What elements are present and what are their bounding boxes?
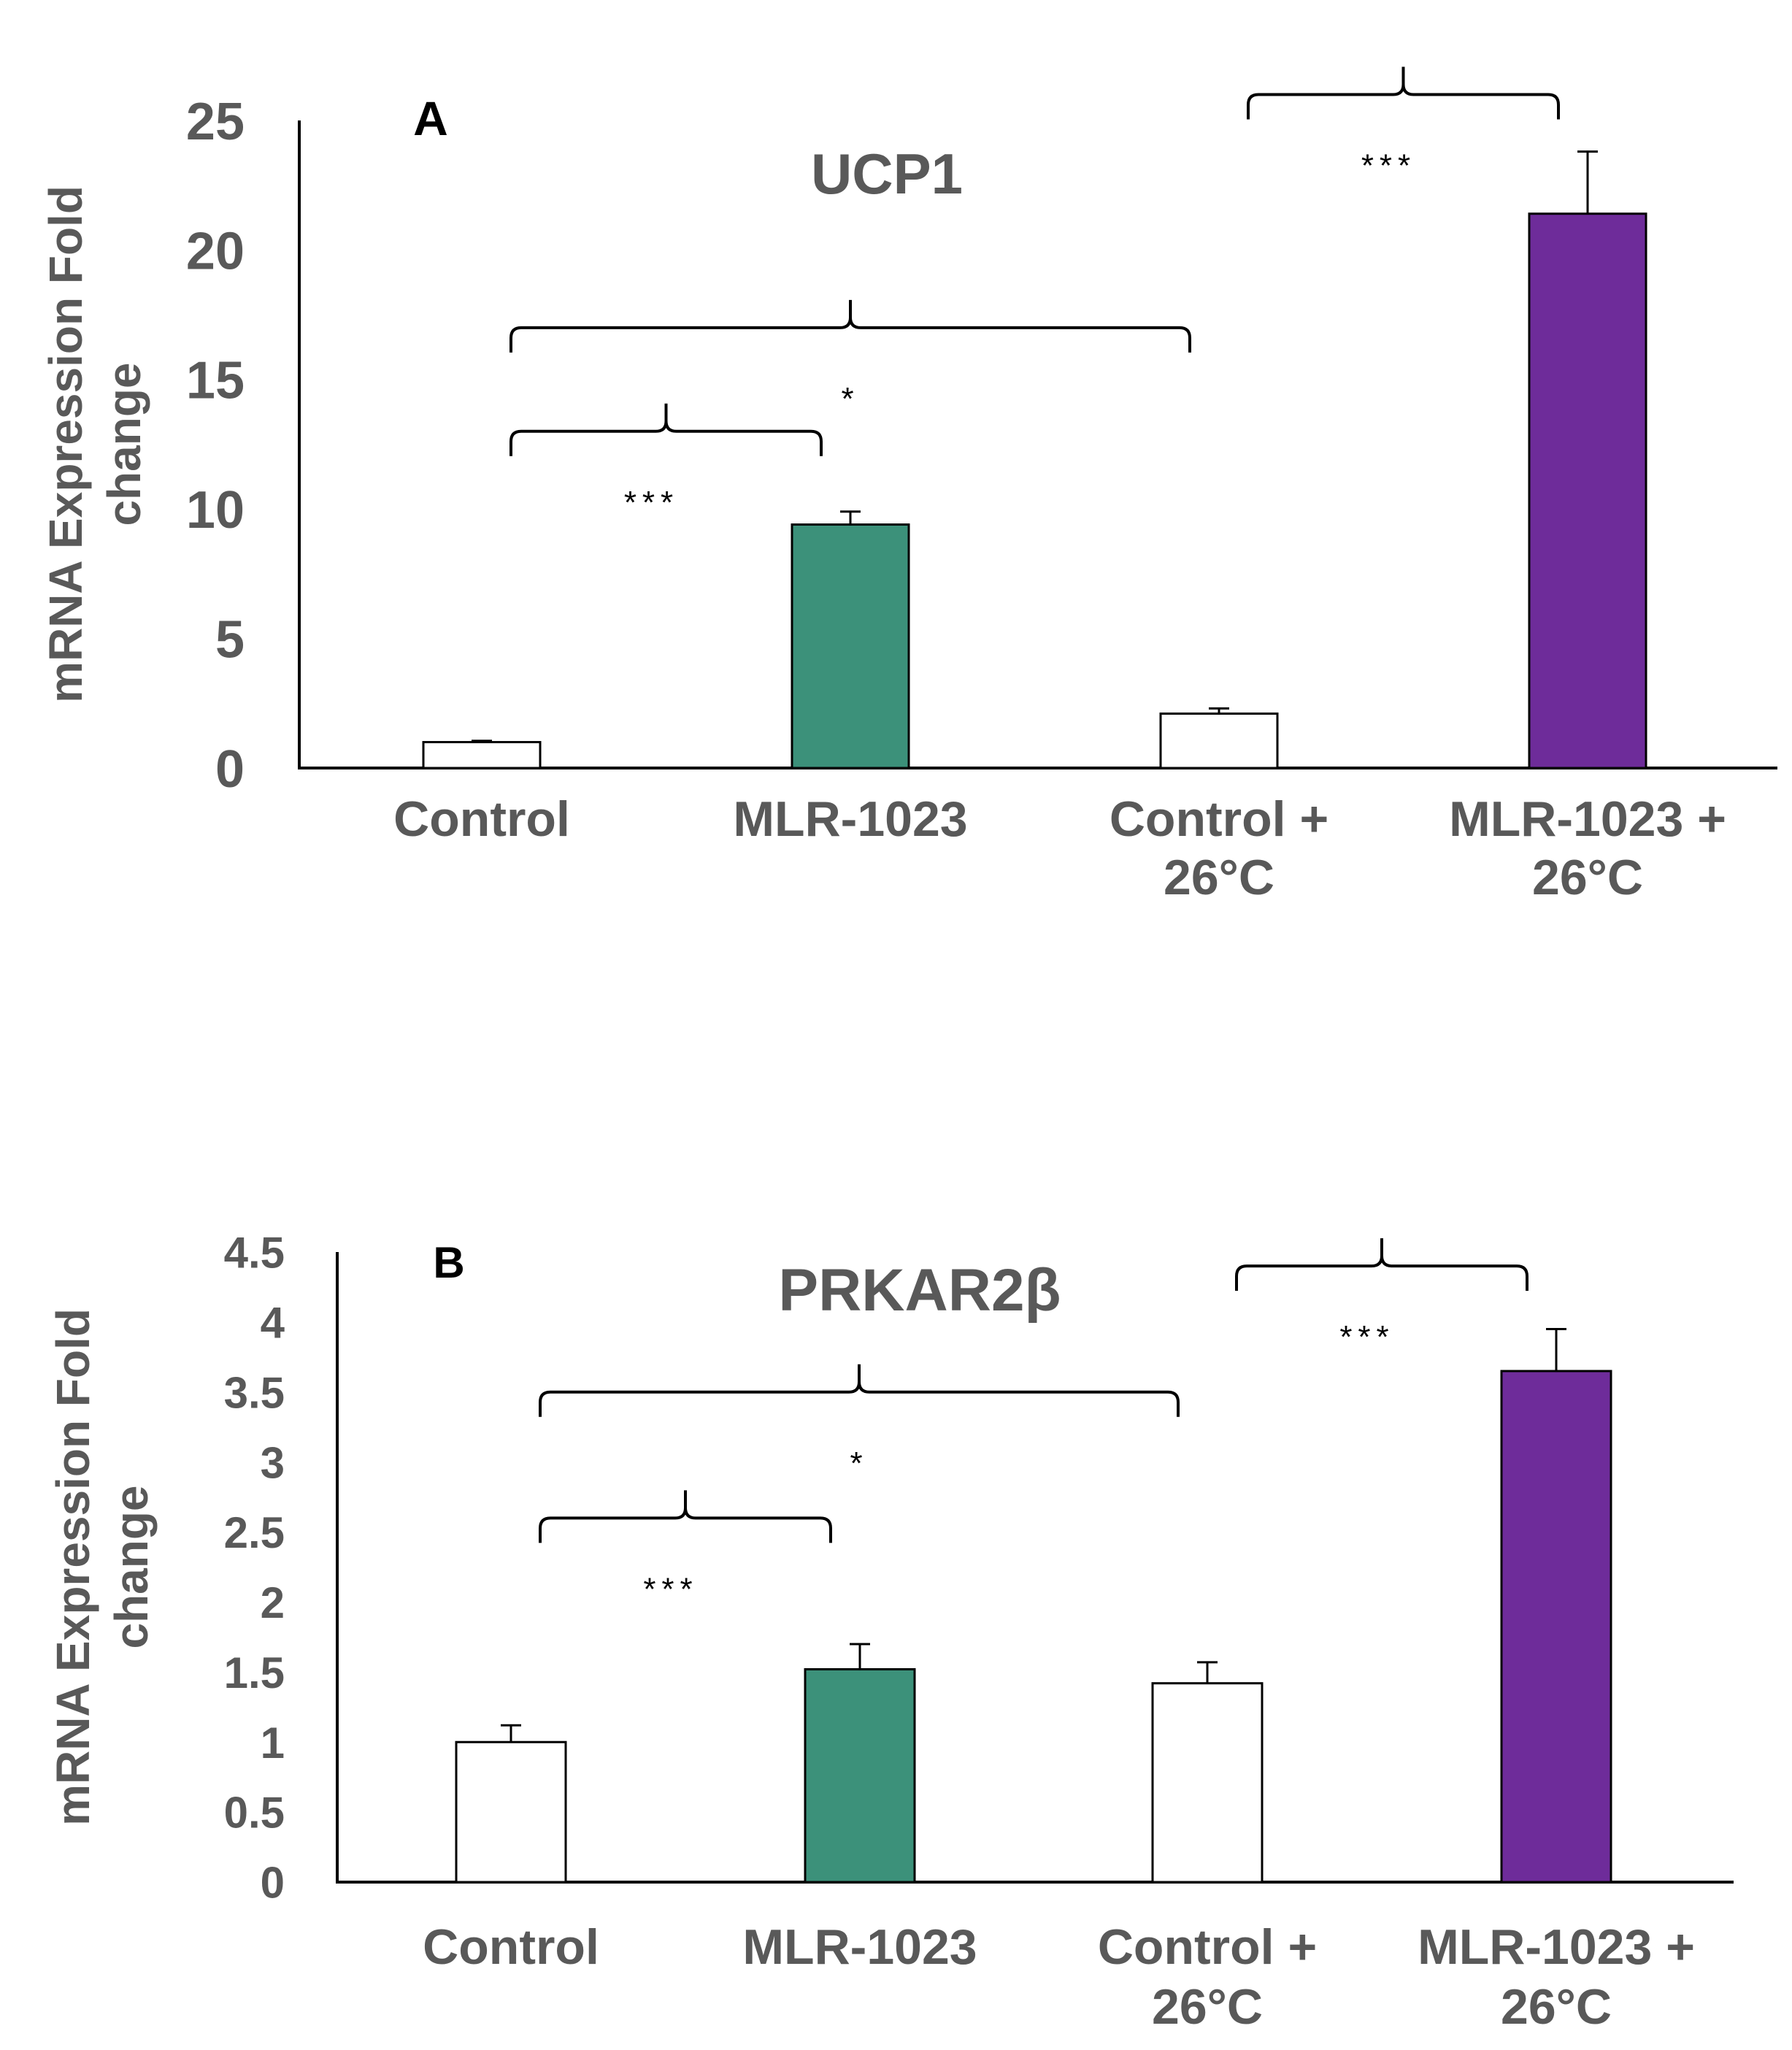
x-tick-label: MLR-1023 +: [1449, 791, 1726, 847]
significance-label: *: [841, 381, 859, 417]
x-tick-label: 26°C: [1164, 850, 1274, 905]
y-tick-label: 3.5: [224, 1368, 285, 1417]
panel-label: A: [413, 91, 448, 145]
y-tick-label: 15: [186, 352, 245, 410]
y-tick-label: 25: [186, 93, 245, 151]
significance-bracket: [539, 1490, 832, 1543]
significance-bracket: [509, 299, 1191, 353]
y-tick-label: 1: [261, 1719, 285, 1767]
x-tick-label: Control: [423, 1919, 599, 1975]
x-tick-label: Control: [393, 791, 570, 847]
chart-title: UCP1: [811, 142, 963, 206]
significance-label: *: [850, 1446, 868, 1481]
bar: [455, 1740, 567, 1884]
y-axis-label: change: [98, 362, 150, 526]
bar: [1500, 1370, 1612, 1884]
x-tick-label: 26°C: [1152, 1979, 1263, 2035]
significance-label: ***: [624, 485, 679, 521]
y-axis-label: mRNA Expression Fold: [47, 1308, 99, 1826]
significance-label: ***: [643, 1571, 698, 1607]
y-tick-label: 2.5: [224, 1508, 285, 1557]
significance-bracket: [1235, 1238, 1528, 1291]
x-tick-label: 26°C: [1532, 850, 1643, 905]
x-tick-label: Control +: [1110, 791, 1328, 847]
y-axis-label: mRNA Expression Fold: [39, 185, 92, 703]
y-tick-label: 4: [261, 1298, 285, 1347]
significance-label: ***: [1339, 1319, 1394, 1355]
bar: [1151, 1682, 1264, 1884]
y-tick-label: 0.5: [224, 1789, 285, 1838]
significance-label: ***: [1361, 148, 1416, 184]
x-tick-label: MLR-1023: [733, 791, 967, 847]
bar: [1528, 212, 1647, 769]
y-axis-label: change: [105, 1485, 158, 1648]
y-tick-label: 2: [261, 1578, 285, 1627]
significance-bracket: [1247, 66, 1560, 120]
y-tick-label: 20: [186, 222, 245, 280]
y-tick-label: 5: [215, 611, 245, 669]
y-tick-label: 0: [261, 1859, 285, 1908]
panel-b-prkar2b-chart: 0 0.5 1 1.5 2 2.5 3 3.5 4 4.5 mRNA Expression Fold…: [47, 1229, 1734, 2035]
bar: [422, 741, 542, 769]
chart-title: PRKAR2β: [778, 1257, 1061, 1324]
bar: [804, 1667, 916, 1884]
y-tick-label: 0: [215, 740, 245, 799]
x-tick-label: 26°C: [1501, 1979, 1612, 2035]
y-tick-label: 4.5: [224, 1229, 285, 1278]
y-tick-label: 3: [261, 1438, 285, 1487]
bar: [1159, 712, 1279, 769]
y-tick-label: 1.5: [224, 1648, 285, 1697]
bar: [791, 523, 910, 769]
x-tick-label: MLR-1023: [742, 1919, 977, 1975]
significance-bracket: [509, 403, 823, 456]
x-tick-label: MLR-1023 +: [1418, 1919, 1695, 1975]
significance-bracket: [539, 1364, 1180, 1417]
panel-a-ucp1-chart: 0 5 10 15 20 25 mRNA Expression Fold change UCP1…: [39, 66, 1777, 905]
y-tick-label: 10: [186, 481, 245, 540]
panel-label: B: [433, 1238, 464, 1287]
x-tick-label: Control +: [1098, 1919, 1317, 1975]
